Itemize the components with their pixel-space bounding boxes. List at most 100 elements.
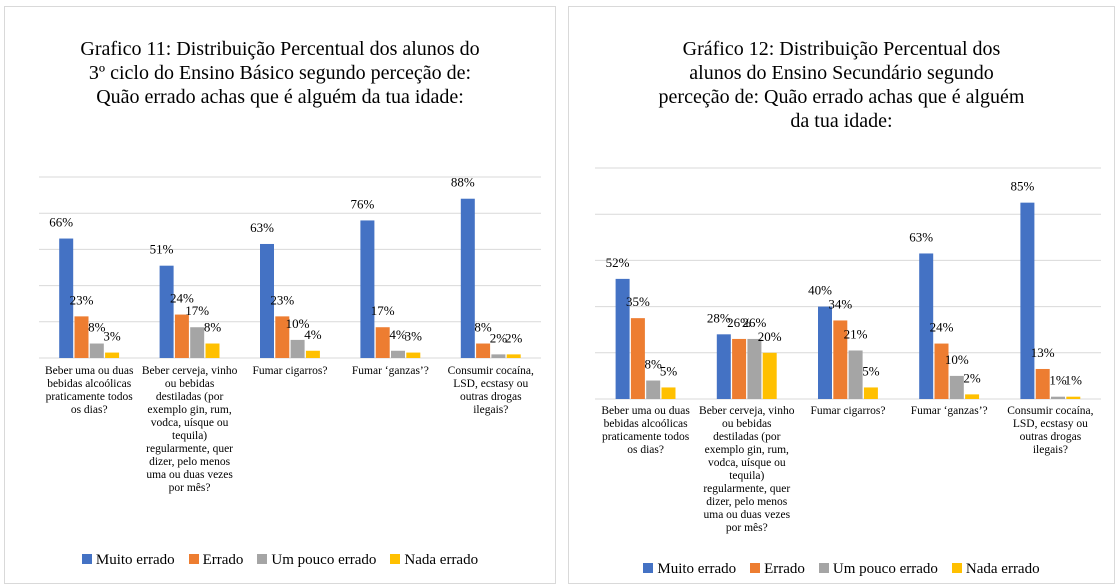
data-label: 1% — [1065, 373, 1083, 388]
legend-swatch — [188, 554, 199, 564]
legend-label: Errado — [202, 552, 244, 568]
x-tick-label: Fumar ‘ganzas’? — [910, 405, 988, 417]
data-label: 88% — [451, 175, 475, 190]
bar — [1020, 202, 1035, 399]
bar — [863, 387, 878, 399]
data-label: 21% — [844, 326, 868, 341]
data-label: 20% — [758, 329, 782, 344]
data-label: 23% — [270, 292, 294, 307]
bar — [732, 338, 747, 399]
data-label: 8% — [645, 357, 663, 372]
legend-item: Muito errado — [81, 552, 175, 569]
bar — [506, 354, 521, 358]
x-tick-label: Beber cerveja, vinho ou bebidas destilad… — [699, 405, 795, 534]
data-label: 10% — [945, 352, 969, 367]
bar — [174, 314, 189, 358]
bar — [661, 387, 676, 399]
bar — [646, 380, 661, 399]
data-label: 8% — [204, 320, 222, 335]
data-label: 85% — [1010, 179, 1034, 194]
x-tick-label: Fumar ‘ganzas’? — [351, 365, 429, 377]
legend-swatch — [750, 563, 761, 573]
bar — [59, 238, 74, 358]
legend-swatch — [818, 563, 829, 573]
legend: Muito errado Errado Um pouco errado Nada er… — [569, 561, 1114, 578]
data-label: 10% — [286, 316, 310, 331]
bar — [260, 243, 274, 358]
data-label: 2% — [490, 330, 508, 345]
data-label: 17% — [371, 303, 395, 318]
chart-title: Grafico 11: Distribuição Percentual dos … — [80, 38, 480, 108]
x-tick-label: Fumar cigarros? — [252, 365, 328, 377]
x-tick-label: Consumir cocaína, LSD, ecstasy ou outras… — [447, 365, 534, 416]
plot: 52%35%8%5%28%26%26%20%40%34%21%5%63%24%1… — [595, 167, 1101, 400]
bar — [615, 278, 630, 399]
legend-item: Um pouco errado — [257, 552, 376, 569]
legend-label: Nada errado — [404, 552, 479, 568]
data-label: 8% — [88, 320, 106, 335]
data-label: 26% — [727, 315, 751, 330]
chart-panel: Grafico 11: Distribuição Percentual dos … — [4, 6, 556, 584]
bar — [1051, 396, 1065, 399]
data-label: 1% — [1049, 373, 1067, 388]
x-tick-label: Beber cerveja, vinho ou bebidas destilad… — [141, 365, 238, 494]
bar — [716, 334, 731, 399]
bar — [747, 338, 762, 399]
legend-swatch — [390, 554, 401, 564]
x-tick-label: Beber uma ou duas bebidas alcoólicas pra… — [44, 365, 134, 416]
bar — [491, 354, 506, 358]
legend-label: Muito errado — [657, 561, 737, 577]
bar — [305, 350, 320, 358]
legend-label: Errado — [764, 561, 805, 577]
data-label: 40% — [808, 283, 832, 298]
legend-item: Errado — [188, 552, 244, 569]
bar — [460, 198, 475, 358]
data-label: 52% — [606, 255, 630, 270]
legend-swatch — [81, 554, 92, 564]
chart-panel: Gráfico 12: Distribuição Percentual dos … — [568, 6, 1115, 584]
data-label: 26% — [742, 315, 766, 330]
data-label: 76% — [350, 196, 374, 211]
bar — [89, 343, 104, 358]
bar — [190, 327, 205, 358]
bar — [205, 343, 220, 358]
chart-title: Gráfico 12: Distribuição Percentual dos … — [658, 38, 1025, 132]
bar — [833, 320, 848, 399]
bar — [848, 350, 863, 399]
data-label: 35% — [626, 294, 650, 309]
bar — [818, 306, 832, 399]
x-tick-label: Fumar cigarros? — [810, 405, 886, 417]
bar — [391, 350, 405, 358]
bar — [919, 253, 934, 399]
legend-item: Muito errado — [643, 561, 736, 578]
bar — [74, 316, 89, 358]
legend-label: Um pouco errado — [271, 552, 377, 568]
bar — [275, 316, 290, 358]
data-label: 63% — [250, 220, 274, 235]
bar — [105, 352, 120, 358]
data-label: 24% — [170, 291, 194, 306]
data-label: 23% — [70, 292, 94, 307]
data-label: 2% — [963, 370, 981, 385]
bar — [1035, 368, 1050, 399]
data-label: 34% — [828, 296, 852, 311]
data-label: 2% — [505, 330, 523, 345]
data-label: 24% — [930, 320, 954, 335]
data-label: 4% — [304, 327, 322, 342]
bar — [159, 265, 174, 358]
legend-swatch — [257, 554, 268, 564]
data-label: 13% — [1031, 345, 1055, 360]
bar — [630, 318, 645, 399]
plot: 66%23%8%3%51%24%17%8%63%23%10%4%76%17%4%… — [39, 175, 541, 359]
bar — [406, 352, 421, 358]
data-label: 5% — [660, 363, 678, 378]
bar — [360, 220, 375, 358]
legend-item: Um pouco errado — [818, 561, 938, 578]
bar — [965, 394, 980, 399]
legend-item: Errado — [750, 561, 805, 578]
data-label: 17% — [185, 303, 209, 318]
data-label: 51% — [150, 242, 174, 257]
legend-label: Um pouco errado — [832, 561, 938, 577]
legend-swatch — [951, 563, 962, 573]
